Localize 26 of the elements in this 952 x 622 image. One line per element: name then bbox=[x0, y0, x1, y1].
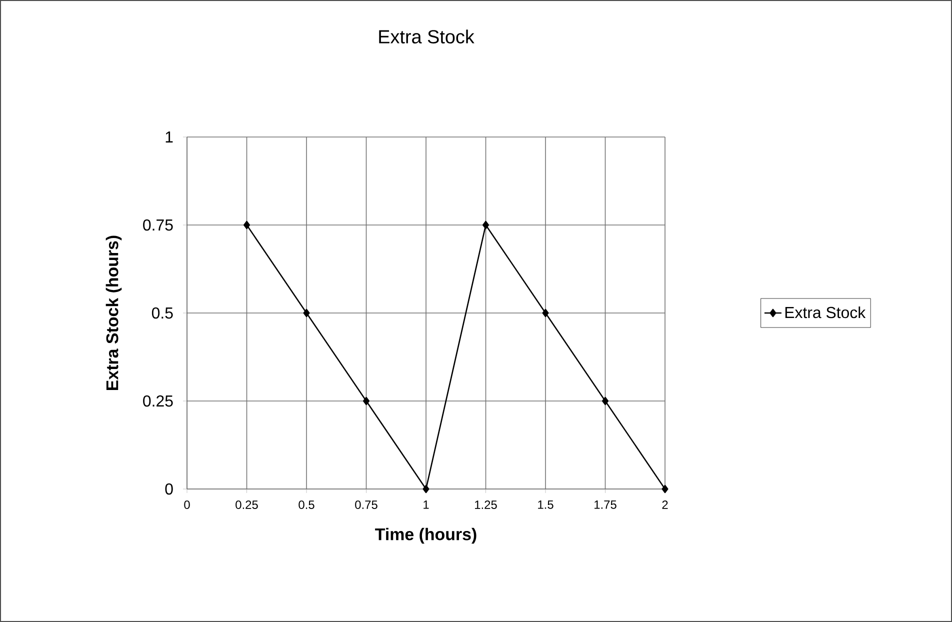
y-axis-title: Extra Stock (hours) bbox=[106, 236, 122, 390]
point bbox=[303, 308, 310, 318]
x-axis-title: Time (hours) bbox=[375, 528, 476, 544]
x-tick-label: 1.75 bbox=[594, 500, 616, 509]
point bbox=[662, 484, 668, 494]
point bbox=[602, 396, 609, 406]
x-tick-label: 1.25 bbox=[475, 500, 497, 509]
x-tick-label: 0.25 bbox=[236, 500, 258, 509]
x-tick-label: 2 bbox=[662, 500, 668, 509]
legend-label: Extra Stock bbox=[785, 306, 866, 318]
y-tick-label: 1 bbox=[166, 132, 173, 142]
point bbox=[422, 484, 430, 494]
x-tick-label: 1.5 bbox=[538, 500, 554, 509]
y-tick-label: 0.75 bbox=[143, 219, 173, 231]
point bbox=[243, 220, 250, 230]
x-tick-label: 0.75 bbox=[355, 500, 378, 509]
point bbox=[362, 396, 370, 406]
x-tick-label: 0.5 bbox=[298, 500, 314, 509]
y-tick-label: 0 bbox=[165, 483, 173, 495]
x-tick-label: 1 bbox=[424, 500, 429, 509]
y-tick-label: 0.25 bbox=[143, 395, 173, 407]
chart-title: Extra Stock bbox=[379, 30, 474, 44]
y-tick-label: 0.5 bbox=[152, 307, 173, 319]
x-tick-label: 0 bbox=[184, 500, 190, 509]
point bbox=[482, 220, 490, 230]
point bbox=[542, 308, 549, 318]
